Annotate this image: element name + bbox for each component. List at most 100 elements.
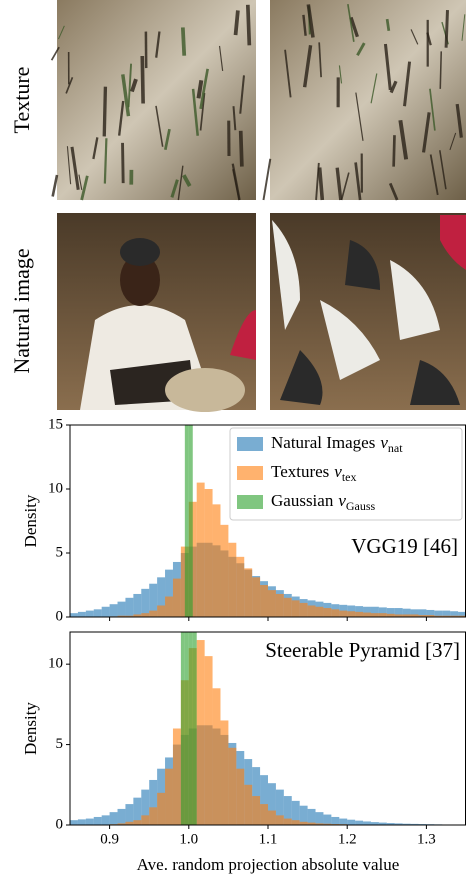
histogram-bar [133,593,142,617]
histogram-bar [402,823,411,825]
histogram-bar [109,812,118,825]
x-tick-label: 1.1 [259,831,278,847]
histogram-bar [268,810,276,825]
legend-symbol: ν [334,462,342,481]
bark-crack [302,14,307,36]
row-label: Natural image [9,248,34,373]
histogram-bar [426,615,435,617]
histogram-bar [252,796,261,825]
bark-crack [127,63,133,108]
histogram-bar [93,609,102,617]
histogram-bar [117,823,126,825]
bark-crack [50,46,60,61]
histogram-bar [141,815,150,825]
bark-crack [262,158,272,201]
histogram-bar [402,614,411,617]
bark-crack [429,154,439,196]
bark-crack [65,76,74,94]
bark-crack [306,4,315,38]
histogram-bar [141,613,150,617]
histogram-bar [283,818,292,825]
x-tick-label: 0.9 [100,831,119,847]
bark-crack [155,31,161,58]
histogram-bar [442,610,451,617]
legend-symbol: ν [338,491,346,510]
histogram-bar [283,597,292,617]
histogram-bar [157,577,166,617]
y-tick-label: 15 [48,416,63,432]
bark-crack [199,68,209,110]
histogram-bar [370,613,379,617]
histogram-bar [117,601,126,617]
bark-crack [370,73,378,104]
y-tick-label: 5 [56,544,64,560]
bark-lines [50,3,466,201]
bark-crack [318,42,322,78]
histogram-bar [101,606,110,617]
histogram-bar [165,596,173,617]
bark-crack [449,132,457,151]
image-grid: Texture Natural image [9,0,466,412]
histogram-bar [228,747,237,825]
histogram-bar [260,585,268,617]
texture-synthesized [270,0,466,200]
x-tick-label: 1.2 [338,831,357,847]
histogram-bar [196,482,205,617]
histogram-bar [244,784,253,825]
histogram-bar [125,821,134,825]
histogram-bar [157,792,166,825]
bark-crack [355,92,364,141]
histogram-bar [418,609,427,617]
histogram-bar [125,804,134,825]
legend-subscript: Gauss [346,499,376,513]
histogram-bar [180,632,185,825]
legend-subscript: nat [388,441,403,455]
histogram-bar [434,615,443,617]
histogram-bar [77,819,86,825]
histogram-bar [339,818,348,825]
legend-label: Gaussian νGauss [271,491,376,513]
y-tick-label: 5 [56,736,64,752]
histogram-bar [386,613,395,617]
histogram-bar [299,602,308,617]
legend-box [229,427,463,521]
histogram-bar [93,816,102,825]
histogram-bar [394,608,403,617]
histogram-bar [299,805,308,825]
histogram-bar [101,815,110,825]
histogram-bar [307,605,316,617]
histogram-bar [363,606,371,617]
histogram-bar [394,614,403,617]
bark-crack [347,3,355,42]
annotation: Steerable Pyramid [37] [265,638,460,662]
histogram-bar [450,615,459,617]
bark-crack [164,128,171,150]
histogram-bar [370,822,379,825]
bark-crack [232,106,237,131]
bark-crack [102,86,108,137]
bark-crack [78,174,83,190]
person [80,238,256,412]
histogram-bar [275,815,284,825]
legend-swatch [237,437,263,451]
histogram-bar [236,768,245,825]
bark-crack [121,74,131,117]
bark-crack [383,43,392,91]
bark-crack [70,146,80,190]
legend-name: Textures [271,462,329,481]
bark-crack [455,103,463,138]
histogram-bar [355,606,364,617]
histogram-bar [165,768,173,825]
y-tick-label: 0 [56,608,64,624]
histogram-bar [331,609,340,617]
bark-crack [349,16,359,38]
histogram-bar [149,610,158,617]
bark-crack [130,78,138,93]
histogram-bar [70,613,78,617]
histogram-bar [339,610,348,617]
synthesized-fragments [272,215,466,405]
histogram-bar [212,688,221,825]
histogram-bar [418,615,427,617]
bark-crack [389,80,398,94]
bark-crack [233,10,240,36]
